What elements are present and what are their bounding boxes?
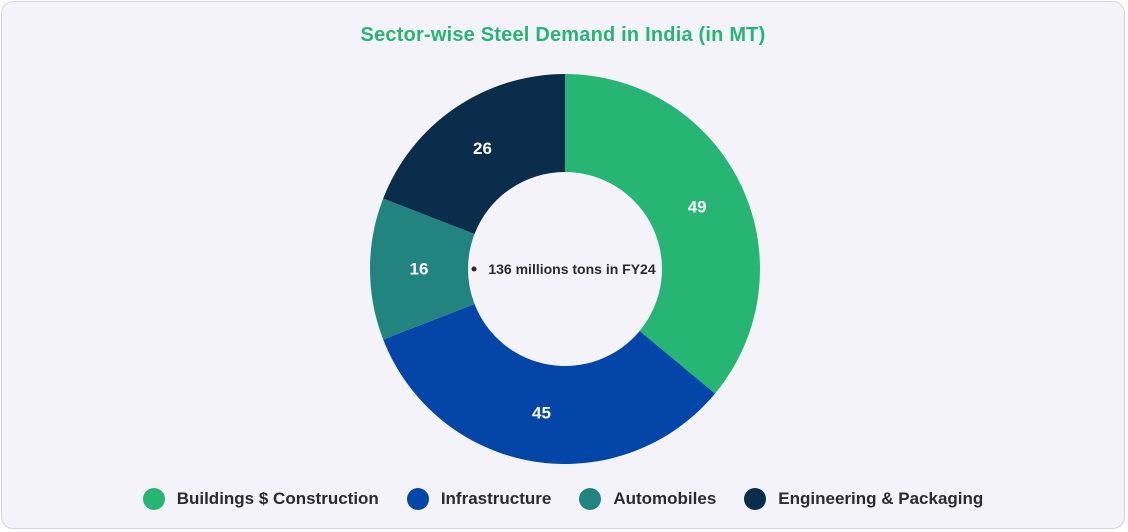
slice-buildings-construction <box>565 74 760 394</box>
legend-swatch <box>406 488 429 510</box>
legend-swatch <box>744 488 767 510</box>
legend-item-infrastructure[interactable]: Infrastructure <box>406 488 552 510</box>
data-label-engineering-packaging: 26 <box>473 139 492 158</box>
chart-title: Sector-wise Steel Demand in India (in MT… <box>360 24 766 46</box>
legend-label: Engineering & Packaging <box>778 489 984 508</box>
legend-item-engineering-packaging[interactable]: Engineering & Packaging <box>744 488 983 510</box>
center-label: 136 millions tons in FY24 <box>471 261 656 277</box>
chart-legend: Buildings $ Construction Infrastructure Au… <box>2 488 1124 510</box>
legend-item-automobiles[interactable]: Automobiles <box>579 488 716 510</box>
center-label-bullet <box>471 266 477 272</box>
legend-swatch <box>579 488 602 510</box>
slice-automobiles <box>369 198 475 340</box>
data-label-buildings-construction: 49 <box>688 197 707 216</box>
legend-label: Automobiles <box>613 489 717 508</box>
slice-infrastructure <box>383 304 716 465</box>
center-label-text: 136 millions tons in FY24 <box>488 261 655 277</box>
data-label-infrastructure: 45 <box>532 404 551 423</box>
legend-label: Infrastructure <box>440 489 552 508</box>
data-label-automobiles: 16 <box>410 260 429 279</box>
legend-item-buildings-construction[interactable]: Buildings $ Construction <box>142 488 379 510</box>
slice-engineering-packaging <box>383 74 565 234</box>
legend-label: Buildings $ Construction <box>176 489 379 508</box>
legend-swatch <box>142 488 165 510</box>
